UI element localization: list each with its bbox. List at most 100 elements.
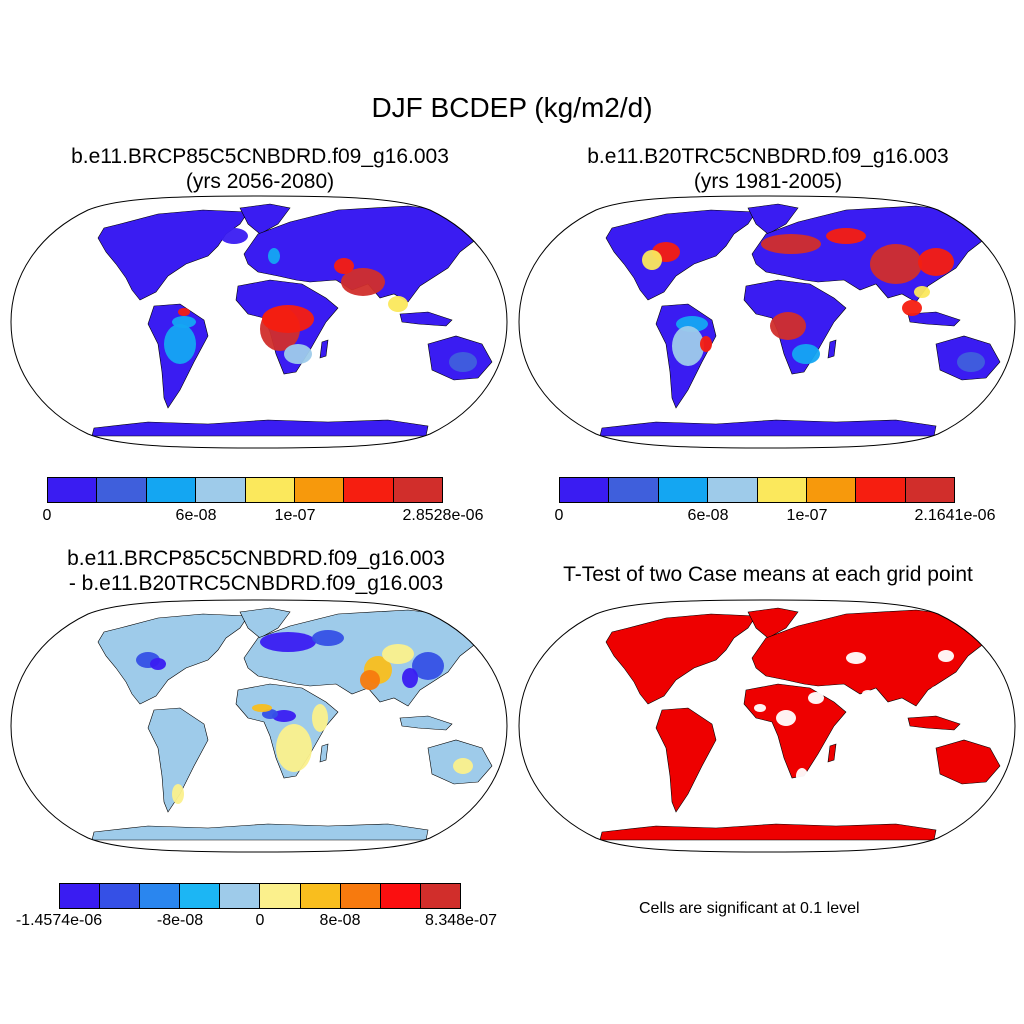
colorbar-tick: 0 <box>554 507 564 524</box>
colorbar-segment <box>420 884 460 908</box>
landmass-sa <box>655 707 717 813</box>
map-border <box>518 195 1016 449</box>
field-region <box>761 234 821 254</box>
field-region <box>334 258 354 274</box>
panel-title-line2: - b.e11.B20TRC5CNBDRD.f09_g16.003 <box>68 572 444 595</box>
colorbar-segment <box>260 884 301 908</box>
field-region <box>776 710 796 726</box>
field-region <box>808 692 824 704</box>
colorbar-segment <box>806 478 857 502</box>
colorbar-segment <box>340 884 381 908</box>
field-region <box>412 652 444 680</box>
landmass-indonesia <box>907 715 961 731</box>
field-region <box>453 758 473 774</box>
field-region <box>312 630 344 646</box>
colorbar-segment <box>757 478 807 502</box>
colorbar-tick: 1e-07 <box>786 507 828 524</box>
field-region <box>172 784 184 804</box>
colorbar-tick: 0 <box>255 912 265 929</box>
field-region <box>796 768 808 784</box>
landmass-greenland <box>747 607 799 639</box>
field-region <box>870 244 922 284</box>
colorbar-tick: 6e-08 <box>687 507 729 524</box>
map-top-right <box>518 195 1016 449</box>
landmass-na <box>97 209 249 301</box>
panel-title-line1: b.e11.B20TRC5CNBDRD.f09_g16.003 <box>587 145 949 168</box>
colorbar-segment <box>196 478 246 502</box>
colorbar-segment <box>658 478 709 502</box>
landmass-indonesia <box>907 311 961 327</box>
field-region <box>262 305 314 333</box>
landmass-madagascar <box>319 743 329 763</box>
field-region <box>770 312 806 340</box>
field-region <box>272 710 296 722</box>
field-region <box>918 248 954 276</box>
colorbar-segment <box>220 884 261 908</box>
landmass-madagascar <box>319 339 329 359</box>
colorbar-segment <box>48 478 98 502</box>
colorbar-tick: 1e-07 <box>274 507 316 524</box>
landmass-na <box>97 613 249 705</box>
landmass-antarctica <box>599 823 937 841</box>
colorbar-tick: 6e-08 <box>175 507 217 524</box>
colorbar-segment <box>245 478 295 502</box>
field-region <box>220 228 248 244</box>
field-region <box>792 344 820 364</box>
field-region <box>826 228 866 244</box>
significance-note: Cells are significant at 0.1 level <box>639 900 860 917</box>
map-border <box>10 599 508 853</box>
field-region <box>957 352 985 372</box>
colorbar-bottom-left <box>59 883 461 909</box>
landmass-indonesia <box>399 311 453 327</box>
field-region <box>252 704 272 712</box>
panel-title-line1: b.e11.BRCP85C5CNBDRD.f09_g16.003 <box>71 145 449 168</box>
landmass-eurasia <box>243 205 487 303</box>
colorbar-segment <box>708 478 758 502</box>
colorbar-segment <box>560 478 610 502</box>
main-title: DJF BCDEP (kg/m2/d) <box>371 92 653 123</box>
colorbar-tick: -8e-08 <box>156 912 204 929</box>
map-bottom-left <box>10 599 508 853</box>
landmass-nz <box>1003 783 1013 799</box>
field-region <box>150 658 166 670</box>
field-region <box>312 704 328 732</box>
colorbar-tick: -1.4574e-06 <box>15 912 103 929</box>
landmass-nz <box>495 783 505 799</box>
field-region <box>341 268 385 296</box>
colorbar-tick: 2.8528e-06 <box>402 507 484 524</box>
colorbar-segment <box>180 884 221 908</box>
colorbar-segment <box>380 884 421 908</box>
field-region <box>938 650 954 662</box>
colorbar-segment <box>856 478 906 502</box>
landmass-madagascar <box>827 743 837 763</box>
landmass-australia <box>935 739 1001 785</box>
colorbar-tick: 8e-08 <box>319 912 361 929</box>
panel-title-top-left: b.e11.BRCP85C5CNBDRD.f09_g16.003 (yrs 20… <box>10 144 510 194</box>
field-region <box>754 704 766 712</box>
field-region <box>914 286 930 298</box>
panel-title-top-right: b.e11.B20TRC5CNBDRD.f09_g16.003 (yrs 198… <box>518 144 1018 194</box>
field-region <box>700 336 712 352</box>
field-region <box>449 352 477 372</box>
field-region <box>164 324 196 364</box>
panel-title-line1: b.e11.BRCP85C5CNBDRD.f09_g16.003 <box>67 547 445 570</box>
panel-title-line2: (yrs 1981-2005) <box>693 170 843 193</box>
colorbar-tick: 0 <box>42 507 52 524</box>
colorbar-segment <box>97 478 147 502</box>
colorbar-segment <box>140 884 181 908</box>
field-region <box>642 250 662 270</box>
colorbar-top-left <box>47 477 443 503</box>
landmass-antarctica <box>599 419 937 437</box>
colorbar-segment <box>100 884 141 908</box>
colorbar-segment <box>393 478 442 502</box>
map-border <box>518 599 1016 853</box>
landmass-antarctica <box>91 823 429 841</box>
colorbar-segment <box>609 478 659 502</box>
panel-title-bottom-left: b.e11.BRCP85C5CNBDRD.f09_g16.003 - b.e11… <box>6 546 506 596</box>
field-region <box>276 724 312 772</box>
field-region <box>268 248 280 264</box>
field-region <box>930 686 942 698</box>
landmass-sa <box>147 707 209 813</box>
field-region <box>672 326 704 366</box>
field-region <box>360 670 380 690</box>
